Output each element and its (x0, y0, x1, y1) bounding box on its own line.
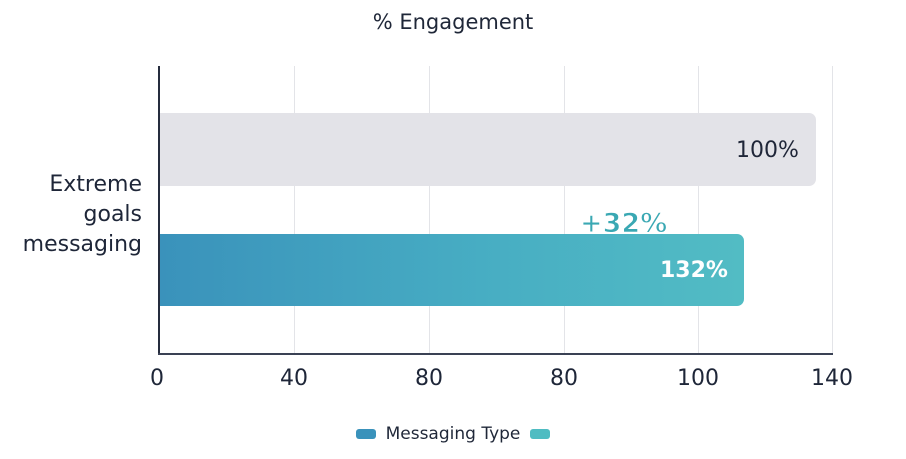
legend: Messaging Type (0, 424, 906, 444)
chart-title: % Engagement (372, 10, 534, 34)
delta-annotation: +32% (579, 208, 668, 240)
x-tick: 100 (677, 366, 719, 391)
bar-extreme-value: 132% (660, 258, 728, 283)
x-tick: 140 (811, 366, 853, 391)
gridline (564, 66, 565, 354)
y-label-line-3: messaging (22, 232, 142, 257)
gridline (294, 66, 295, 354)
x-axis (158, 353, 833, 355)
x-tick: 0 (150, 366, 164, 391)
y-label-line-2: goals (83, 202, 142, 227)
legend-swatch-dark (355, 429, 376, 439)
y-axis (158, 66, 160, 355)
bar-baseline-value: 100% (736, 138, 799, 163)
y-label-line-1: Extreme (49, 172, 142, 197)
gridline (832, 66, 833, 354)
x-tick: 80 (415, 366, 443, 391)
gridline (698, 66, 699, 354)
x-tick: 80 (550, 366, 578, 391)
bar-baseline[interactable] (159, 113, 816, 186)
y-category-label: Extreme goals messaging (0, 170, 142, 260)
x-tick: 40 (280, 366, 308, 391)
gridline (429, 66, 430, 354)
legend-swatch-light (530, 429, 551, 439)
legend-label: Messaging Type (385, 424, 521, 444)
bar-extreme-goals[interactable] (159, 234, 744, 306)
plot-area: 100% 132% +32% (158, 66, 833, 355)
